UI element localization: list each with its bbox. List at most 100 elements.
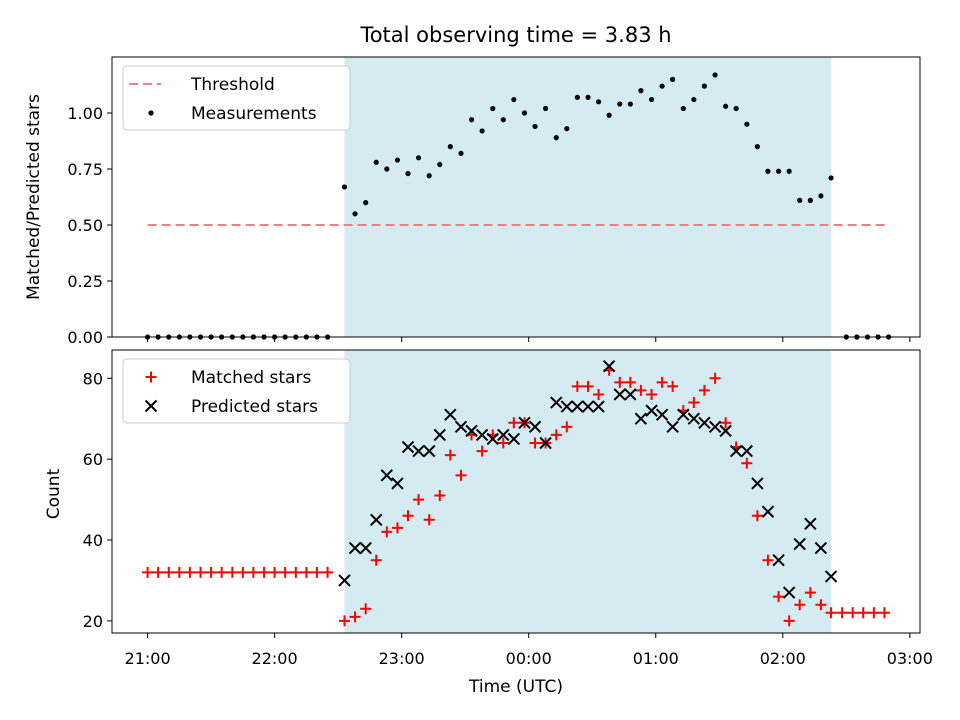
measurement-point — [415, 155, 422, 161]
matched-stars-point — [561, 421, 573, 433]
matched-stars-point — [311, 566, 323, 578]
predicted-stars-point — [465, 424, 478, 438]
chart-title: Total observing time = 3.83 h — [359, 23, 671, 47]
measurement-point — [765, 168, 771, 174]
matched-stars-point — [698, 384, 710, 396]
predicted-stars-point — [782, 586, 796, 599]
measurement-point — [691, 96, 697, 103]
predicted-stars-point — [348, 541, 362, 555]
matched-stars-point — [529, 437, 541, 449]
predicted-stars-point — [507, 432, 521, 446]
legend-label: Threshold — [190, 75, 275, 95]
matched-stars-point — [195, 566, 207, 578]
y-tick-label: 80 — [83, 369, 103, 388]
predicted-stars-point — [666, 420, 679, 434]
y-tick-label: 0.25 — [67, 272, 103, 291]
x-tick-label: 03:00 — [887, 649, 933, 668]
predicted-stars-point — [677, 408, 690, 421]
predicted-stars-point — [761, 505, 775, 518]
measurement-point — [532, 123, 538, 130]
matched-stars-point — [720, 417, 732, 429]
matched-stars-point — [290, 566, 302, 578]
matched-stars-point — [868, 607, 880, 619]
top-panel-marks — [144, 72, 892, 340]
matched-stars-point — [783, 615, 795, 627]
matched-stars-point — [741, 457, 753, 469]
measurement-point — [670, 76, 676, 82]
predicted-stars-point — [370, 513, 383, 527]
legend-label: Measurements — [191, 104, 317, 124]
predicted-stars-point — [412, 444, 425, 458]
predicted-stars-point — [592, 400, 605, 413]
predicted-stars-point — [729, 444, 743, 458]
matched-stars-point — [508, 417, 520, 429]
matched-stars-point — [624, 376, 636, 388]
matched-stars-point — [413, 494, 425, 506]
matched-stars-point — [216, 566, 228, 578]
predicted-stars-point — [655, 408, 669, 421]
matched-stars-point — [476, 445, 488, 457]
matched-stars-point — [434, 490, 446, 502]
bottom-panel-frame — [111, 349, 921, 634]
matched-stars-point — [794, 599, 806, 611]
matched-stars-point — [226, 566, 238, 578]
measurement-point — [437, 161, 443, 168]
matched-stars-point — [815, 599, 827, 611]
measurement-point — [373, 159, 379, 165]
predicted-stars-point — [824, 570, 838, 583]
measurement-point — [405, 170, 411, 177]
measurement-point — [723, 103, 729, 109]
legend-label: Matched stars — [191, 368, 311, 388]
measurement-point — [511, 96, 517, 103]
measurement-point — [384, 166, 390, 172]
x-tick-label: 21:00 — [125, 649, 171, 668]
predicted-stars-point — [687, 412, 701, 425]
matched-stars-point — [370, 554, 382, 566]
measurement-point — [786, 168, 792, 174]
matched-stars-point — [635, 384, 647, 396]
matched-stars-point — [402, 510, 414, 522]
matched-stars-point — [237, 566, 249, 578]
measurement-point — [701, 83, 708, 89]
matched-stars-point — [878, 607, 890, 619]
measurement-point — [606, 112, 612, 118]
matched-stars-point — [688, 397, 700, 409]
predicted-stars-point — [719, 424, 732, 438]
measurement-point — [733, 105, 739, 112]
measurement-point — [776, 168, 782, 174]
measurement-point — [659, 83, 665, 89]
measurement-point — [490, 105, 496, 112]
legend-box — [122, 65, 351, 131]
predicted-stars-point — [433, 428, 446, 442]
bottom-panel-marks — [142, 359, 890, 627]
matched-stars-point — [322, 566, 334, 578]
predicted-stars-point — [708, 420, 722, 434]
top-y-axis-label: Matched/Predicted stars — [24, 94, 44, 300]
matched-stars-point — [667, 380, 679, 392]
measurement-point — [564, 126, 570, 132]
matched-stars-point — [497, 437, 509, 449]
matched-stars-point — [550, 429, 562, 441]
matched-stars-point — [258, 566, 270, 578]
top-panel-y-axis: 0.00 0.25 0.50 0.75 1.00 — [67, 104, 112, 347]
matched-stars-point — [656, 376, 668, 388]
measurement-point — [595, 99, 602, 105]
matched-stars-point — [444, 449, 456, 461]
predicted-stars-point — [804, 517, 817, 531]
x-axis-label: Time (UTC) — [468, 677, 563, 697]
predicted-stars-point — [401, 440, 415, 454]
predicted-stars-point — [624, 388, 637, 401]
predicted-stars-point — [391, 477, 404, 490]
predicted-stars-point — [560, 400, 574, 413]
measurement-point — [818, 193, 824, 199]
y-tick-label: 60 — [83, 450, 103, 469]
matched-stars-point — [614, 376, 626, 388]
predicted-stars-point — [772, 554, 785, 567]
measurement-point — [617, 101, 623, 107]
matched-stars-point — [269, 566, 281, 578]
x-tick-label: 01:00 — [633, 649, 679, 668]
measurement-point — [447, 144, 453, 150]
x-tick-label: 23:00 — [379, 649, 425, 668]
predicted-stars-point — [571, 400, 584, 413]
measurement-point — [426, 173, 432, 179]
